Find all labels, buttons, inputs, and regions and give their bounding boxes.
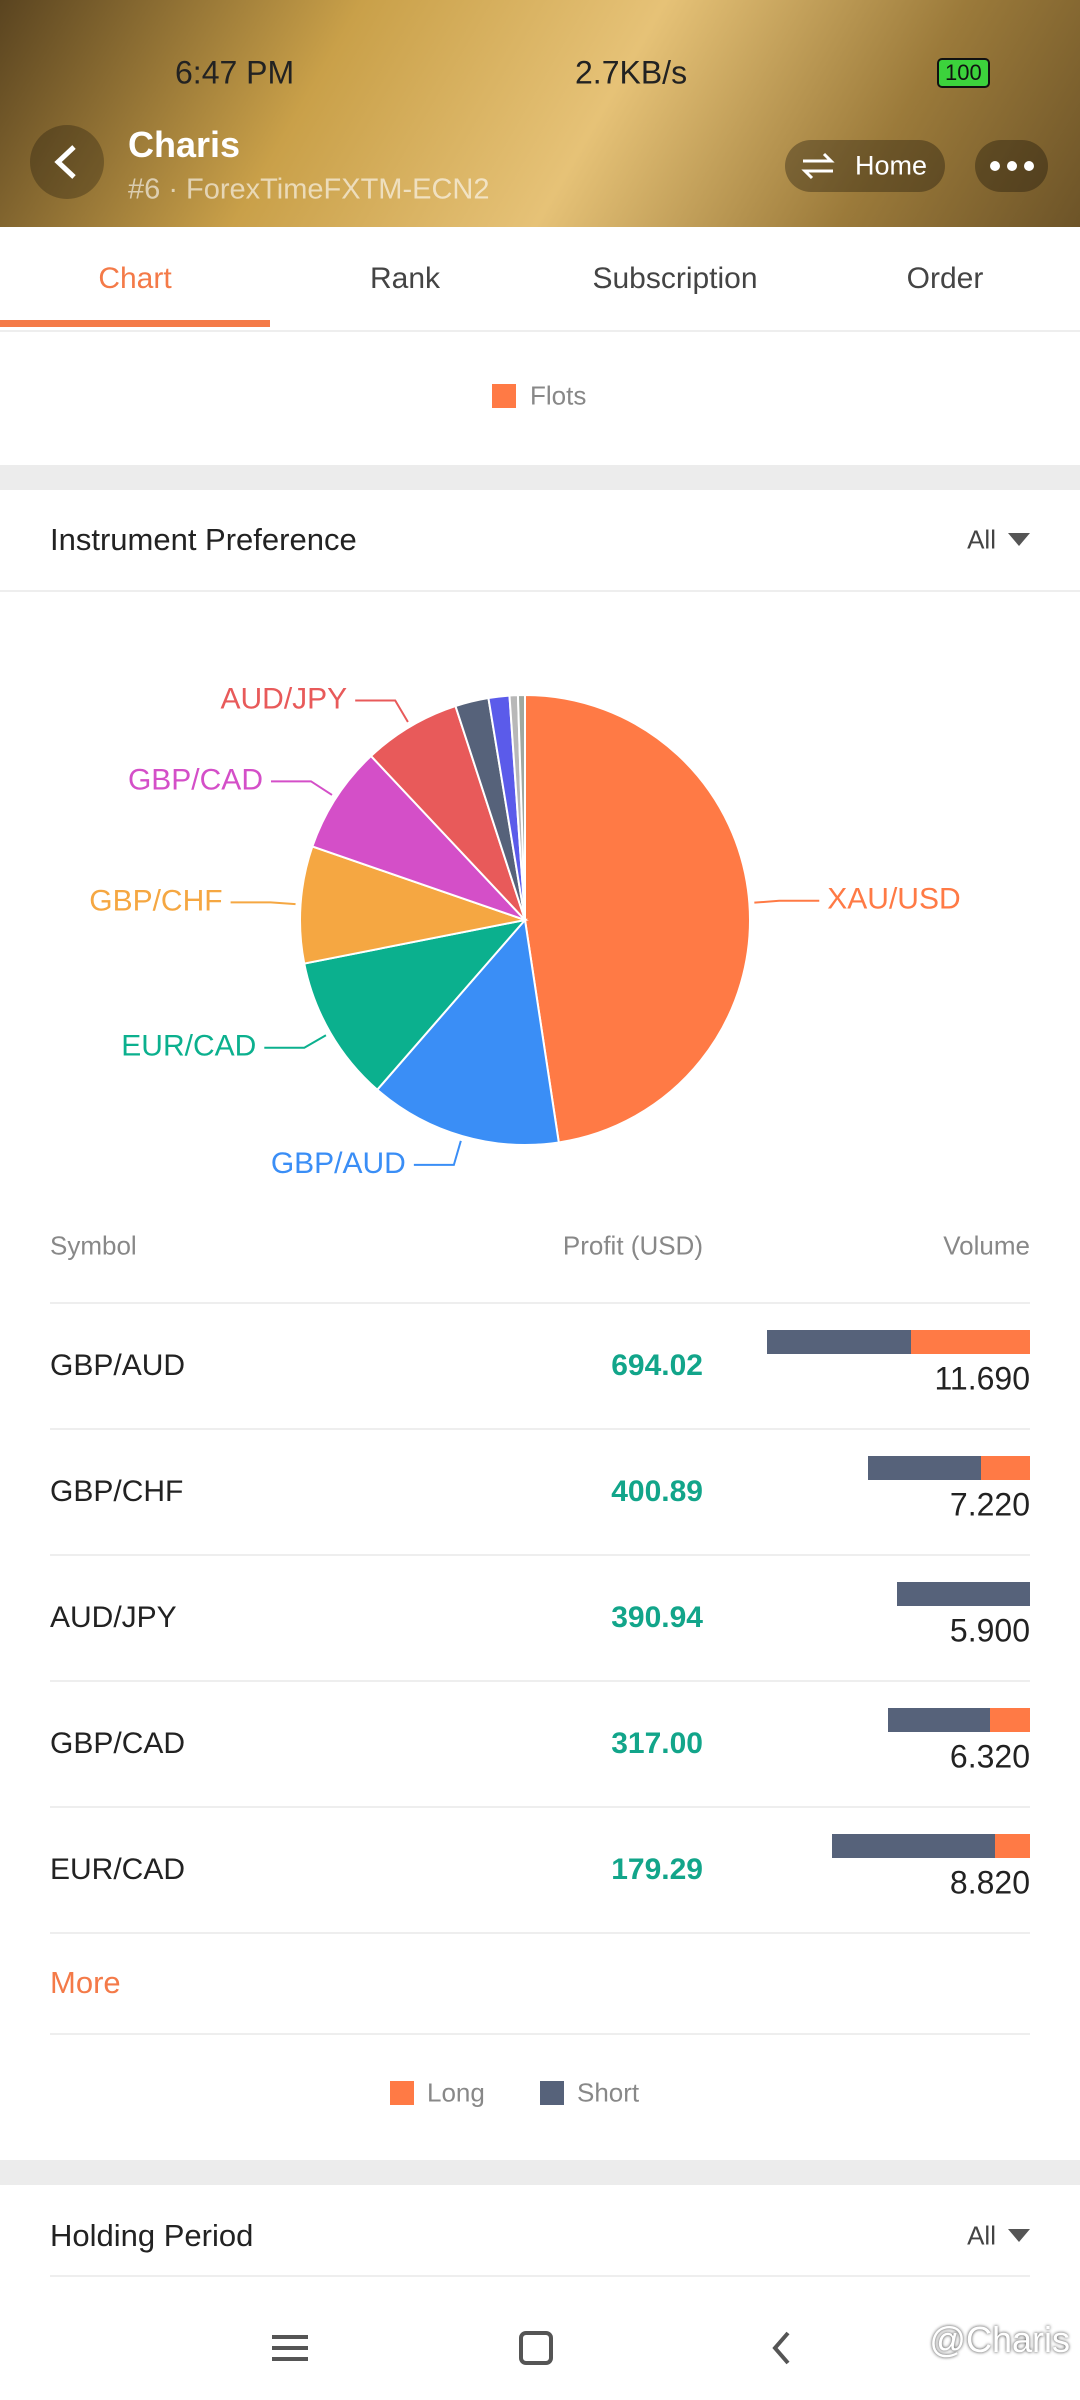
dropdown-arrow — [1008, 533, 1030, 546]
tab-indicator — [0, 320, 270, 327]
divider — [50, 1680, 1030, 1682]
legend-swatch — [390, 2081, 414, 2105]
profit: 694.02 — [611, 1349, 703, 1382]
menu-button[interactable] — [272, 2335, 308, 2361]
long-bar — [980, 1456, 1030, 1480]
pie-slice — [303, 918, 528, 1092]
pie-slice — [524, 693, 751, 1144]
swap-icon — [801, 152, 835, 180]
dots-icon — [990, 161, 1034, 171]
symbol: EUR/CAD — [50, 1853, 186, 1886]
back-nav-button[interactable] — [772, 2331, 790, 2365]
more-menu[interactable] — [975, 140, 1048, 192]
navigation-bar — [272, 2331, 790, 2365]
legend-label: Flots — [530, 380, 587, 411]
short-bar — [897, 1582, 1030, 1606]
leader-line — [413, 1140, 462, 1166]
section-separator — [0, 2160, 1080, 2185]
slice-label: GBP/AUD — [271, 1147, 406, 1180]
leader-line — [270, 780, 333, 796]
home-nav-button[interactable] — [519, 2331, 553, 2365]
divider — [50, 1428, 1030, 1430]
long-bar — [910, 1330, 1030, 1354]
section-title: Holding Period — [50, 2218, 254, 2253]
divider — [50, 1806, 1030, 1808]
trader-name: Charis — [128, 124, 241, 165]
short-bar — [767, 1330, 911, 1354]
leader-line — [264, 1034, 327, 1049]
leader-line — [355, 699, 409, 723]
more-link[interactable]: More — [50, 1965, 121, 2000]
status-time: 6:47 PM — [175, 54, 295, 91]
symbol: GBP/CHF — [50, 1475, 184, 1508]
filter-dropdown[interactable]: All — [967, 524, 996, 555]
dropdown-arrow — [1008, 2229, 1030, 2242]
instrument-table: Symbol Profit (USD) Volume GBP/AUD 694.02 11.… — [0, 1200, 1080, 1934]
pie-slice — [375, 917, 560, 1146]
volume-legend: Long Short — [0, 2070, 1080, 2120]
home-button[interactable]: Home — [785, 140, 945, 192]
column-header: Volume — [943, 1230, 1030, 1261]
section-title: Instrument Preference — [50, 522, 357, 557]
home-label: Home — [855, 150, 928, 181]
profit: 317.00 — [611, 1727, 703, 1760]
legend-swatch — [540, 2081, 564, 2105]
leader-line — [754, 899, 820, 904]
header-background — [0, 0, 1080, 227]
slice-label: EUR/CAD — [121, 1030, 256, 1063]
slice-label: XAU/USD — [827, 883, 960, 916]
column-header: Profit (USD) — [562, 1230, 703, 1261]
legend-label: Long — [427, 2077, 485, 2108]
divider — [0, 590, 1080, 592]
short-bar — [887, 1708, 991, 1732]
tab[interactable]: Chart — [98, 262, 172, 295]
network-speed: 2.7KB/s — [575, 54, 688, 91]
pie-chart: XAU/USD GBP/AUD EUR/CAD GBP/CHF GBP/CAD AUD/J… — [89, 682, 960, 1180]
symbol: GBP/CAD — [50, 1727, 186, 1760]
tab[interactable]: Order — [906, 262, 984, 295]
profit: 390.94 — [611, 1601, 703, 1634]
volume: 11.690 — [934, 1360, 1031, 1397]
battery: 100 — [937, 58, 990, 88]
divider — [50, 1932, 1030, 1934]
volume: 5.900 — [949, 1612, 1030, 1649]
watermark: @Charis — [929, 2319, 1070, 2360]
profit: 400.89 — [611, 1475, 703, 1508]
symbol: AUD/JPY — [50, 1601, 177, 1634]
volume: 6.320 — [949, 1738, 1030, 1775]
section-separator — [0, 465, 1080, 490]
short-bar — [831, 1834, 996, 1858]
back-icon — [54, 145, 76, 179]
leader-line — [230, 901, 296, 906]
divider — [50, 2033, 1030, 2035]
divider — [50, 1554, 1030, 1556]
symbol: GBP/AUD — [50, 1349, 186, 1382]
tab[interactable]: Subscription — [592, 262, 758, 295]
short-bar — [867, 1456, 981, 1480]
filter-dropdown[interactable]: All — [967, 2220, 996, 2251]
slice-label: GBP/CHF — [89, 884, 222, 917]
legend-swatch — [492, 384, 516, 408]
long-bar — [990, 1708, 1030, 1732]
slice-label: AUD/JPY — [220, 682, 347, 715]
volume: 8.820 — [949, 1864, 1030, 1901]
pie-slice — [299, 845, 529, 965]
pie-slice — [311, 754, 526, 921]
back-button[interactable] — [30, 125, 104, 199]
column-header: Symbol — [50, 1230, 137, 1261]
divider — [50, 2275, 1030, 2277]
legend-label: Short — [577, 2077, 640, 2108]
divider — [50, 1302, 1030, 1304]
slice-label: GBP/CAD — [128, 763, 263, 796]
long-bar — [995, 1834, 1030, 1858]
trader-account: #6 · ForexTimeFXTM-ECN2 — [128, 173, 490, 206]
profit: 179.29 — [611, 1853, 703, 1886]
tab-bar: Chart Rank Subscription Order — [0, 227, 1080, 332]
pie-slice — [516, 693, 526, 921]
tab[interactable]: Rank — [369, 262, 441, 295]
volume: 7.220 — [949, 1486, 1030, 1523]
